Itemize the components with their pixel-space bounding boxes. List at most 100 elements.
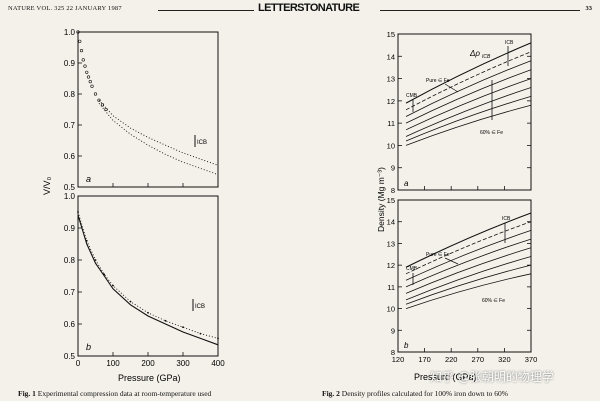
- fig2-b-ytick-label: 9: [391, 326, 395, 335]
- fig2-b-density-curve-5: [405, 247, 532, 294]
- fig2-b-xtick-label: 320: [498, 355, 511, 364]
- fig1-a-data-point: [88, 79, 92, 84]
- fig1-b-ytick-label: 1.0: [64, 192, 76, 201]
- fig2-b-density-curve-3: [405, 230, 532, 281]
- fig1-a-data-point: [85, 70, 89, 74]
- fig1-caption-label: Fig. 1: [18, 389, 36, 398]
- fig2-b-density-curve-6: [405, 256, 532, 301]
- fig2-b-density-curve-2: [405, 221, 532, 275]
- page-header: NATURE VOL. 325 22 JANUARY 1987 LETTERST…: [8, 2, 592, 18]
- fig2-caption-text: Density profiles calculated for 100% iro…: [341, 389, 509, 398]
- fig1-caption-text: Experimental compression data at room-te…: [37, 389, 212, 398]
- fig2-b-ytick-label: 10: [387, 305, 395, 314]
- fig2-b-ytick-label: 11: [387, 283, 395, 292]
- fig2-b-xtick-label: 370: [525, 355, 538, 364]
- fig2-a-density-curve-2: [405, 51, 532, 111]
- fig1-a-curve-1: [98, 99, 219, 166]
- fig1-panel-b-frame: [77, 195, 219, 357]
- fig1-plot-layer: 1.00.90.80.70.60.51.00.90.80.70.60.50 100…: [64, 28, 225, 368]
- fig2-b-xtick-label: 170: [418, 355, 431, 364]
- fig2-b-density-curve-7: [405, 264, 532, 305]
- fig1-a-data-point: [81, 58, 85, 62]
- fig2-a-ytick-label: 9: [391, 164, 395, 173]
- fig1-b-data-point: [217, 337, 219, 340]
- fig1-b-ytick-label: 0.6: [64, 320, 76, 329]
- fig2-a-density-curve-6: [405, 87, 532, 137]
- fig1-a-curve-2: [98, 103, 219, 176]
- fig2-a-cmb-label: CMB: [406, 93, 418, 99]
- fig1-b-data-point: [164, 319, 167, 322]
- fig1-a-data-point: [97, 98, 101, 102]
- section-title: LETTERSTONATURE: [258, 2, 360, 14]
- fig1-b-ytick-label: 0.8: [64, 256, 76, 265]
- page-number: 33: [585, 5, 593, 12]
- fig2-panel-b-frame: [397, 199, 532, 353]
- fig2-a-pure-label: Pure ∈ Fe: [426, 78, 450, 84]
- watermark-text: 知乎 @张朝明的物理学: [430, 370, 554, 384]
- fig2-a-delta-label: Δρ: [469, 49, 480, 58]
- fig2-a-sixty-label: 60% ∈ Fe: [480, 130, 503, 136]
- fig2-a-density-curve-4: [405, 69, 532, 124]
- fig2-b-sixty-label: 60% ∈ Fe: [482, 298, 505, 304]
- fig2-a-ytick-label: 8: [391, 186, 395, 195]
- fig2-b-density-curve-1: [405, 212, 532, 268]
- header-rule-left: [158, 10, 254, 11]
- fig1-b-data-point: [103, 273, 106, 276]
- fig1-b-icb-label: ICB: [195, 304, 205, 310]
- fig1-a-data-point: [86, 75, 91, 79]
- fig1-b-ytick-label: 0.5: [64, 352, 76, 361]
- fig2-a-ytick-label: 10: [387, 141, 395, 150]
- fig1-b-xtick-label: 100: [106, 359, 120, 368]
- fig1-a-ytick-label: 0.7: [64, 121, 76, 130]
- fig2-a-ytick-label: 13: [387, 75, 395, 84]
- fig1-b-xtick-label: 200: [141, 359, 155, 368]
- fig2-b-density-curve-8: [405, 273, 532, 309]
- fig1-a-data-point: [79, 48, 84, 53]
- fig1-a-ytick-label: 0.8: [64, 90, 76, 99]
- fig1-ylabel: V/V₀: [42, 176, 52, 195]
- fig1-b-data-point: [199, 332, 202, 335]
- fig2-caption-label: Fig. 2: [322, 389, 340, 398]
- fig1-b-xtick-label: 400: [211, 359, 225, 368]
- fig2-a-ytick-label: 11: [387, 119, 395, 128]
- fig1-b-data-point: [129, 300, 132, 303]
- fig2-b-ytick-label: 13: [387, 239, 395, 248]
- fig1-a-data-point: [78, 39, 82, 43]
- fig1-a-ytick-label: 0.6: [64, 152, 76, 161]
- fig2-a-density-curve-3: [405, 60, 532, 117]
- fig1-a-data-point: [76, 30, 80, 34]
- fig1-b-ytick-label: 0.9: [64, 224, 76, 233]
- fig2-xlabel: Pressure (GPa): [414, 372, 477, 382]
- journal-line: NATURE VOL. 325 22 JANUARY 1987: [8, 5, 122, 12]
- fig2-b-ytick-label: 14: [387, 218, 395, 227]
- fig1-a-icb-label: ICB: [197, 140, 207, 146]
- fig2-a-density-curve-7: [405, 96, 532, 142]
- fig2-panel-a-frame: [397, 33, 532, 191]
- fig2-b-xtick-label: 220: [445, 355, 458, 364]
- fig2-b-ytick-label: 8: [391, 348, 395, 357]
- fig2-a-icb-label: ICB: [505, 40, 514, 46]
- fig1-b-ytick-label: 0.7: [64, 288, 76, 297]
- fig1-b-data-point: [94, 259, 97, 261]
- header-rule-right: [380, 10, 580, 11]
- fig1-b-data-point: [112, 284, 114, 287]
- fig2-a-density-curve-5: [405, 78, 532, 131]
- fig2-b-xtick-label: 270: [472, 355, 485, 364]
- fig1-b-curve-1: [77, 215, 219, 346]
- fig1-a-ytick-label: 1.0: [64, 28, 76, 37]
- fig1-xlabel: Pressure (GPa): [118, 373, 181, 383]
- fig2-b-cmb-label: CMB: [406, 266, 418, 272]
- fig2-a-density-curve-1: [405, 42, 532, 104]
- fig1-panel-a-tag: a: [86, 174, 91, 184]
- fig2-a-pure-pointer: [444, 83, 459, 93]
- fig1-a-data-point: [90, 84, 94, 88]
- fig2-b-ytick-label: 12: [387, 261, 395, 270]
- fig1-a-data-point: [83, 64, 87, 68]
- fig1-a-ytick-label: 0.5: [64, 183, 76, 192]
- fig1-panel-a-frame: [77, 31, 219, 188]
- fig2-a-ytick-label: 14: [387, 52, 395, 61]
- fig1-b-xtick-label: 300: [176, 359, 190, 368]
- fig2-a-ytick-label: 12: [387, 97, 395, 106]
